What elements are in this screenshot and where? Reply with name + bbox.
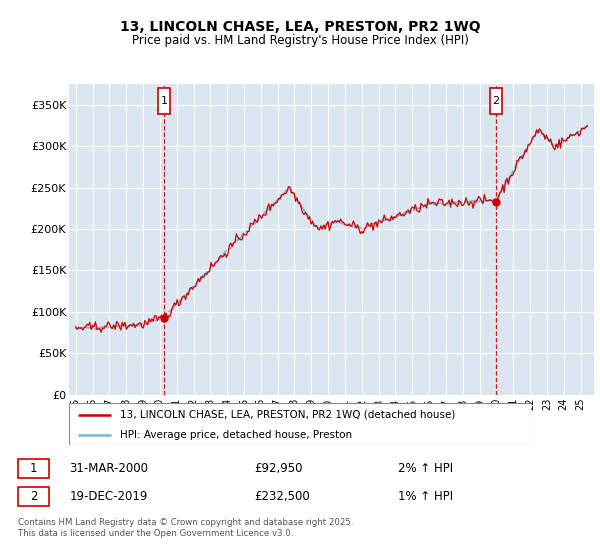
Text: £232,500: £232,500 — [254, 491, 310, 503]
Text: 1% ↑ HPI: 1% ↑ HPI — [398, 491, 453, 503]
Text: HPI: Average price, detached house, Preston: HPI: Average price, detached house, Pres… — [120, 430, 352, 440]
Text: 1: 1 — [30, 461, 37, 475]
FancyBboxPatch shape — [490, 88, 502, 114]
Text: 31-MAR-2000: 31-MAR-2000 — [70, 461, 149, 475]
Text: Price paid vs. HM Land Registry's House Price Index (HPI): Price paid vs. HM Land Registry's House … — [131, 34, 469, 46]
Text: 1: 1 — [161, 96, 167, 106]
Text: 19-DEC-2019: 19-DEC-2019 — [70, 491, 148, 503]
Text: 13, LINCOLN CHASE, LEA, PRESTON, PR2 1WQ (detached house): 13, LINCOLN CHASE, LEA, PRESTON, PR2 1WQ… — [120, 410, 455, 420]
FancyBboxPatch shape — [158, 88, 170, 114]
FancyBboxPatch shape — [69, 403, 531, 445]
Text: 2: 2 — [30, 491, 37, 503]
Text: £92,950: £92,950 — [254, 461, 302, 475]
Text: 13, LINCOLN CHASE, LEA, PRESTON, PR2 1WQ: 13, LINCOLN CHASE, LEA, PRESTON, PR2 1WQ — [119, 20, 481, 34]
FancyBboxPatch shape — [18, 487, 49, 506]
Text: Contains HM Land Registry data © Crown copyright and database right 2025.
This d: Contains HM Land Registry data © Crown c… — [18, 518, 353, 538]
Text: 2% ↑ HPI: 2% ↑ HPI — [398, 461, 453, 475]
Text: 2: 2 — [492, 96, 499, 106]
FancyBboxPatch shape — [18, 459, 49, 478]
